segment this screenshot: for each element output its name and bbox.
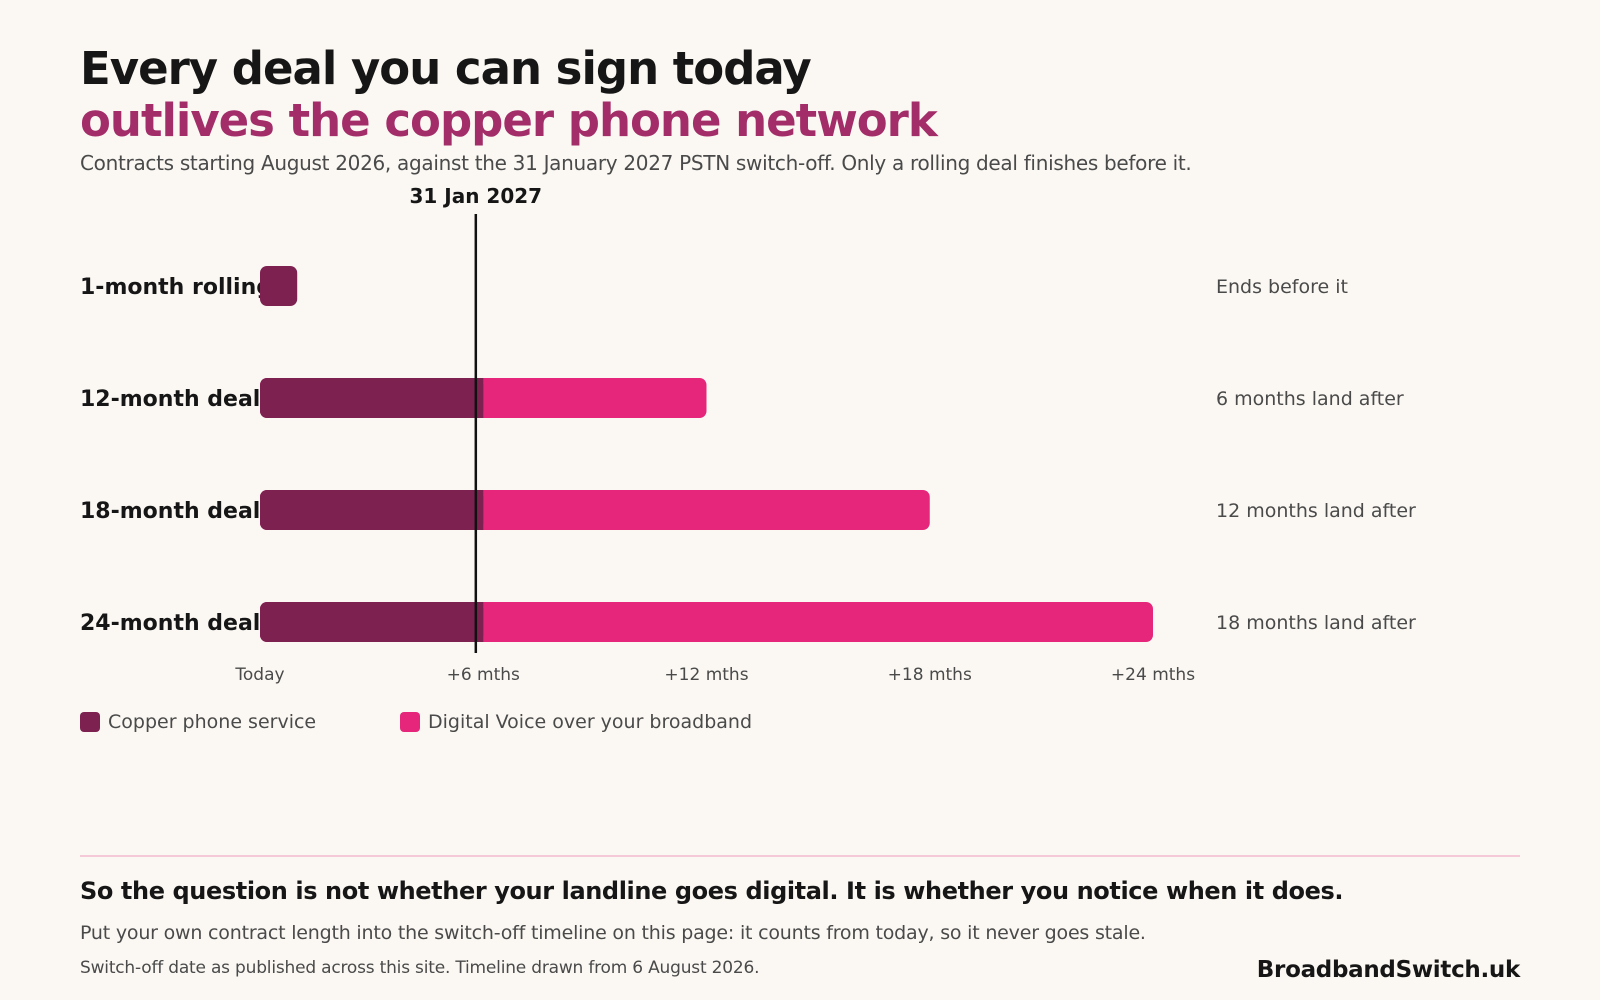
bar-copper [260, 266, 298, 306]
footer-body: Put your own contract length into the sw… [80, 922, 1146, 944]
x-tick-label: +6 mths [447, 665, 520, 685]
category-label: 12-month deal [80, 387, 260, 412]
legend-item-digital: Digital Voice over your broadband [400, 711, 752, 733]
legend-swatch-copper [80, 712, 100, 732]
bar-copper-join [475, 378, 484, 418]
row-note: 12 months land after [1216, 500, 1416, 522]
row-note: 18 months land after [1216, 612, 1416, 634]
switch-off-label: 31 Jan 2027 [410, 184, 543, 208]
legend-item-copper: Copper phone service [80, 711, 316, 733]
legend-label-copper: Copper phone service [108, 711, 317, 733]
brand-logo-text: BroadbandSwitch.uk [1256, 957, 1521, 983]
legend-label-digital: Digital Voice over your broadband [428, 711, 753, 733]
row-note: Ends before it [1216, 276, 1348, 298]
bar-copper [260, 490, 484, 530]
timeline-chart: 1-month rolling Ends before it 12-month de… [80, 184, 1416, 685]
chart-title-line1: Every deal you can sign today [80, 42, 812, 95]
bar-copper-join [475, 490, 484, 530]
x-tick-label: Today [234, 665, 284, 685]
row-note: 6 months land after [1216, 388, 1404, 410]
category-label: 1-month rolling [80, 275, 272, 300]
chart-subtitle: Contracts starting August 2026, against … [80, 151, 1192, 175]
x-tick-label: +24 mths [1111, 665, 1195, 685]
bar-copper-join [475, 602, 484, 642]
chart-title-line2: outlives the copper phone network [80, 94, 938, 147]
legend-swatch-digital [400, 712, 420, 732]
x-tick-label: +12 mths [664, 665, 748, 685]
bar-copper [260, 602, 484, 642]
bar-copper [260, 378, 484, 418]
category-label: 24-month deal [80, 611, 260, 636]
category-label: 18-month deal [80, 499, 260, 524]
footer-note: Switch-off date as published across this… [80, 958, 760, 978]
x-tick-label: +18 mths [888, 665, 972, 685]
footer-divider [80, 855, 1520, 857]
footer-headline: So the question is not whether your land… [80, 877, 1344, 905]
